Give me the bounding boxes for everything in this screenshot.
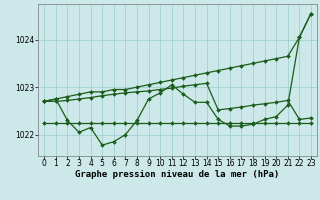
X-axis label: Graphe pression niveau de la mer (hPa): Graphe pression niveau de la mer (hPa) bbox=[76, 170, 280, 179]
